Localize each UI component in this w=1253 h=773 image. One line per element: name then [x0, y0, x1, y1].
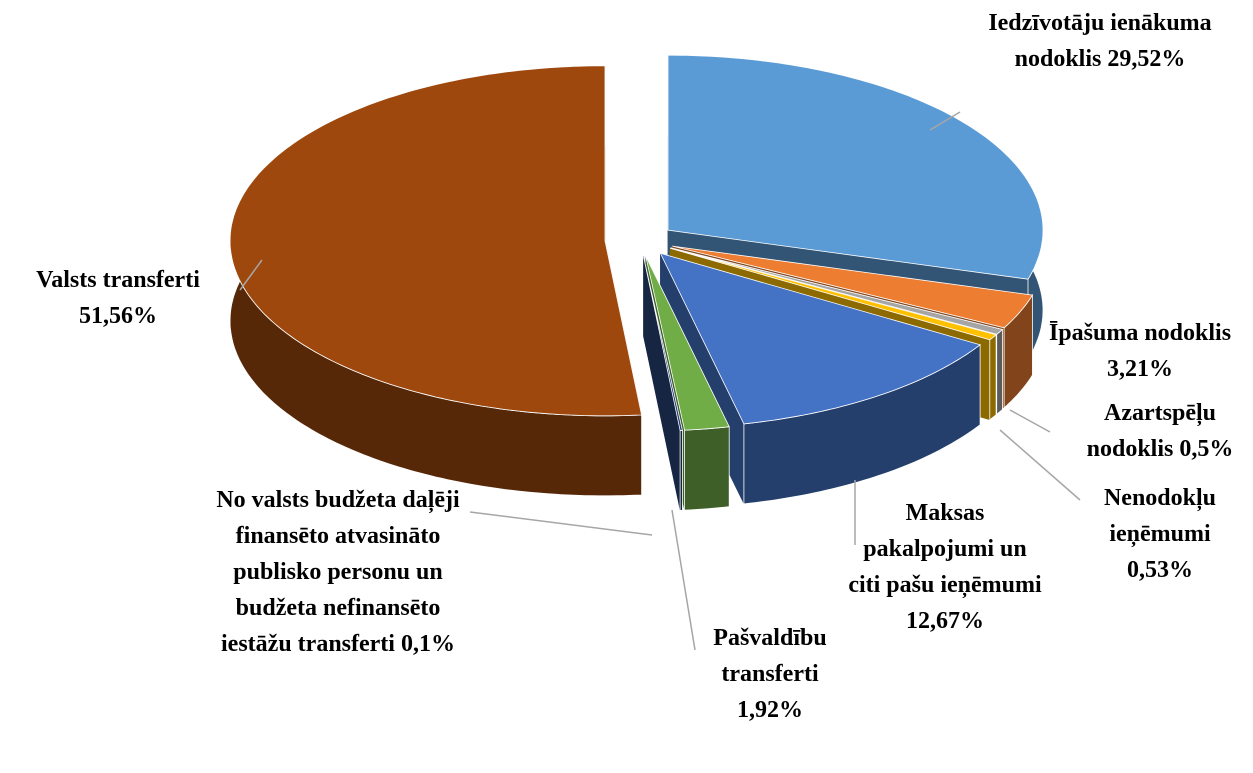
leader-line [469, 511, 653, 536]
data-label: Īpašuma nodoklis 3,21% [1020, 315, 1253, 387]
value-label: 0,5% [1179, 436, 1234, 462]
slice-wall [684, 426, 730, 511]
value-label: 29,52% [1107, 46, 1186, 72]
category-label: Pašvaldību transferti [713, 625, 827, 687]
data-label: Maksas pakalpojumi un citi pašu ieņēmumi… [845, 495, 1045, 639]
data-label: Iedzīvotāju ienākuma nodoklis 29,52% [985, 5, 1215, 77]
category-label: Valsts transferti [36, 267, 200, 293]
data-label: No valsts budžeta daļēji finansēto atvas… [208, 482, 468, 662]
leader-line [929, 111, 961, 131]
slice [645, 255, 730, 431]
value-label: 1,92% [737, 697, 803, 723]
leader-line [999, 429, 1081, 501]
slice-wall [996, 328, 1003, 416]
category-label: No valsts budžeta daļēji finansēto atvas… [216, 487, 460, 657]
data-label: Azartspēļu nodoklis 0,5% [1060, 395, 1253, 467]
value-label: 12,67% [906, 608, 984, 634]
data-label: Valsts transferti 51,56% [0, 262, 238, 334]
value-label: 0,1% [400, 631, 455, 657]
slice [670, 247, 1004, 335]
slice [229, 65, 643, 417]
slice [643, 256, 683, 431]
category-label: Nenodokļu ieņēmumi [1103, 485, 1217, 547]
category-label: Azartspēļu nodoklis [1086, 400, 1216, 462]
leader-line [239, 259, 263, 291]
value-label: 3,21% [1107, 356, 1173, 382]
category-label: Iedzīvotāju ienākuma nodoklis [988, 10, 1212, 72]
slice [669, 247, 997, 341]
category-label: Īpašuma nodoklis [1048, 320, 1232, 346]
leader-line [1009, 409, 1051, 433]
slice-wall [989, 333, 997, 421]
slice-wall [679, 429, 683, 511]
leader-line [671, 509, 696, 651]
value-label: 51,56% [79, 303, 157, 329]
data-label: Nenodokļu ieņēmumi 0,53% [1080, 480, 1240, 588]
category-label: Maksas pakalpojumi un citi pašu ieņēmumi [848, 500, 1042, 598]
value-label: 0,53% [1127, 557, 1193, 583]
data-label: Pašvaldību transferti 1,92% [690, 620, 850, 728]
slice [659, 252, 981, 425]
slice [672, 245, 1034, 329]
slice [667, 54, 1044, 280]
